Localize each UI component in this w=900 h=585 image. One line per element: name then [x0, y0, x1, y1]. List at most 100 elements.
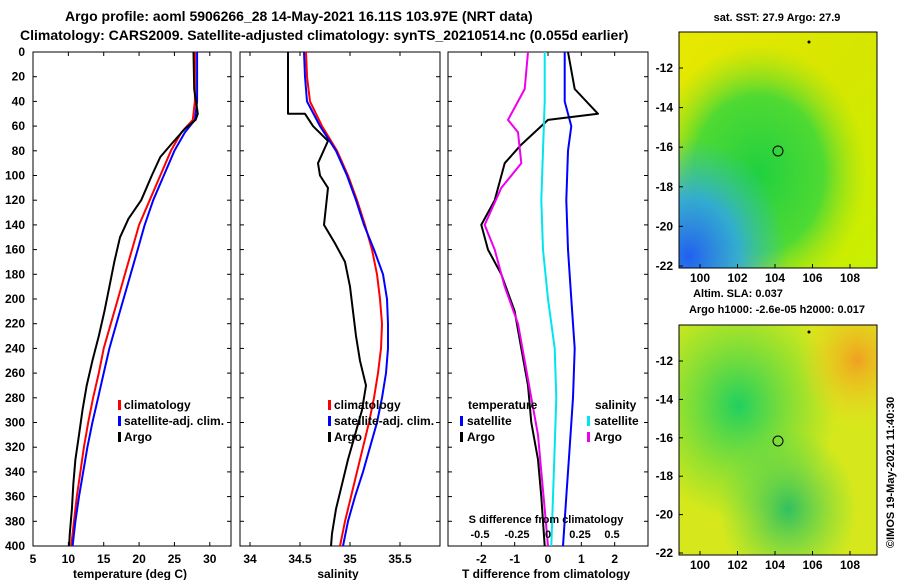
copyright-timestamp: ©IMOS 19-May-2021 11:40:30	[885, 397, 897, 548]
x-tick-label: -2	[476, 552, 487, 566]
depth-tick-label: 400	[5, 539, 25, 553]
difference-axis-label: T difference from climatology	[462, 567, 630, 580]
x-tick-label: 2	[611, 552, 618, 566]
depth-tick-label: 280	[5, 391, 25, 405]
depth-tick-label: 300	[5, 416, 25, 430]
x-tick-label: 5	[30, 552, 37, 566]
depth-tick-label: 0	[18, 45, 25, 59]
s-diff-tick-label: 0.5	[604, 529, 619, 541]
series-line-difference-t-argo	[480, 51, 599, 547]
x-tick-label: 15	[97, 552, 111, 566]
s-diff-tick-label: 0.25	[569, 529, 590, 541]
map-y-tick-label: -16	[656, 140, 674, 154]
map-x-tick-label: 102	[727, 558, 747, 572]
float-location-marker	[772, 435, 784, 447]
legend-label-T-argo: Argo	[467, 430, 495, 444]
depth-tick-label: 260	[5, 366, 25, 380]
series-line-difference-t-satellite	[562, 52, 576, 547]
x-tick-label: 34.5	[288, 552, 312, 566]
map-y-tick-label: -12	[656, 61, 674, 75]
sla-map-lower-region	[679, 325, 877, 555]
salinity-panel-frame	[239, 51, 441, 547]
sst-map-cool-region	[679, 32, 877, 268]
x-tick-label: 20	[132, 552, 146, 566]
legend-label-T-satellite: satellite	[467, 414, 512, 428]
sst-map	[678, 31, 878, 269]
series-line-salinity-satellite-adj-clim-	[303, 51, 389, 547]
depth-tick-label: 120	[5, 193, 25, 207]
s-diff-tick-label: -0.25	[504, 529, 529, 541]
map-y-tick-label: -14	[656, 101, 674, 115]
map-x-tick-label: 106	[802, 558, 822, 572]
legend-swatch-S-argo	[587, 432, 590, 442]
s-diff-tick-label: 0	[545, 529, 551, 541]
series-line-difference-s-argo	[483, 51, 549, 547]
map-y-tick-label: -20	[656, 508, 674, 522]
legend-title-salinity: salinity	[595, 398, 637, 412]
legend-label-climatology: climatology	[124, 398, 191, 412]
legend-swatch-T-argo	[460, 432, 463, 442]
map-x-tick-label: 108	[840, 271, 860, 285]
legend-swatch-climatology	[118, 400, 121, 410]
legend-title-temperature: temperature	[468, 398, 538, 412]
depth-tick-label: 220	[5, 317, 25, 331]
x-tick-label: -1	[509, 552, 520, 566]
series-line-difference-s-satellite	[540, 52, 558, 547]
depth-tick-label: 40	[12, 94, 26, 108]
map-y-tick-label: -16	[656, 431, 674, 445]
legend-swatch-S-satellite	[587, 416, 590, 426]
sla-map-frame	[678, 324, 878, 556]
series-line-salinity-climatology	[305, 51, 383, 547]
map-corner-dot	[807, 330, 811, 334]
map-y-tick-label: -20	[656, 219, 674, 233]
depth-tick-label: 20	[12, 70, 26, 84]
depth-tick-label: 320	[5, 440, 25, 454]
depth-tick-label: 360	[5, 490, 25, 504]
float-location-marker	[772, 145, 784, 157]
depth-tick-label: 380	[5, 514, 25, 528]
figure-title-line1: Argo profile: aoml 5906266_28 14-May-202…	[65, 8, 533, 24]
x-tick-label: 35.5	[388, 552, 412, 566]
sst-map-frame	[678, 31, 878, 269]
depth-tick-label: 340	[5, 465, 25, 479]
s-diff-tick-label: -0.5	[471, 529, 490, 541]
legend-swatch-argo	[328, 432, 331, 442]
map-x-tick-label: 102	[727, 271, 747, 285]
temperature-panel-frame	[32, 51, 232, 547]
depth-tick-label: 180	[5, 267, 25, 281]
temperature-legend: climatology satellite-adj. clim. Argo	[118, 398, 224, 444]
x-tick-label: 35	[343, 552, 357, 566]
legend-swatch-satellite	[328, 416, 331, 426]
legend-label-argo: Argo	[124, 430, 152, 444]
depth-tick-label: 100	[5, 169, 25, 183]
legend-swatch-T-satellite	[460, 416, 463, 426]
sst-map-title: sat. SST: 27.9 Argo: 27.9	[714, 12, 841, 24]
salinity-axis-label: salinity	[317, 567, 359, 580]
depth-tick-label: 140	[5, 218, 25, 232]
depth-tick-label: 60	[12, 119, 26, 133]
sla-map-title-1: Altim. SLA: 0.037	[693, 288, 783, 300]
map-y-tick-label: -22	[656, 546, 674, 560]
map-x-tick-label: 104	[765, 271, 785, 285]
legend-label-argo: Argo	[334, 430, 362, 444]
map-y-tick-label: -22	[656, 259, 674, 273]
series-line-temperature-argo	[68, 51, 199, 547]
x-tick-label: 30	[203, 552, 217, 566]
depth-tick-label: 80	[12, 144, 26, 158]
map-corner-dot	[807, 40, 811, 44]
series-line-temperature-satellite-adj-clim-	[71, 52, 199, 547]
x-tick-label: 34	[243, 552, 257, 566]
map-x-tick-label: 104	[765, 558, 785, 572]
difference-legend: temperature salinity satellite Argo sate…	[460, 398, 639, 444]
depth-tick-label: 200	[5, 292, 25, 306]
x-tick-label: 0	[545, 552, 552, 566]
legend-label-climatology: climatology	[334, 398, 401, 412]
map-x-tick-label: 100	[690, 558, 710, 572]
map-x-tick-label: 108	[840, 558, 860, 572]
figure-title-line2: Climatology: CARS2009. Satellite-adjuste…	[20, 27, 628, 43]
legend-label-satellite: satellite-adj. clim.	[334, 414, 434, 428]
series-line-salinity-argo	[287, 52, 367, 547]
legend-swatch-argo	[118, 432, 121, 442]
temperature-axis-label: temperature (deg C)	[73, 567, 187, 580]
